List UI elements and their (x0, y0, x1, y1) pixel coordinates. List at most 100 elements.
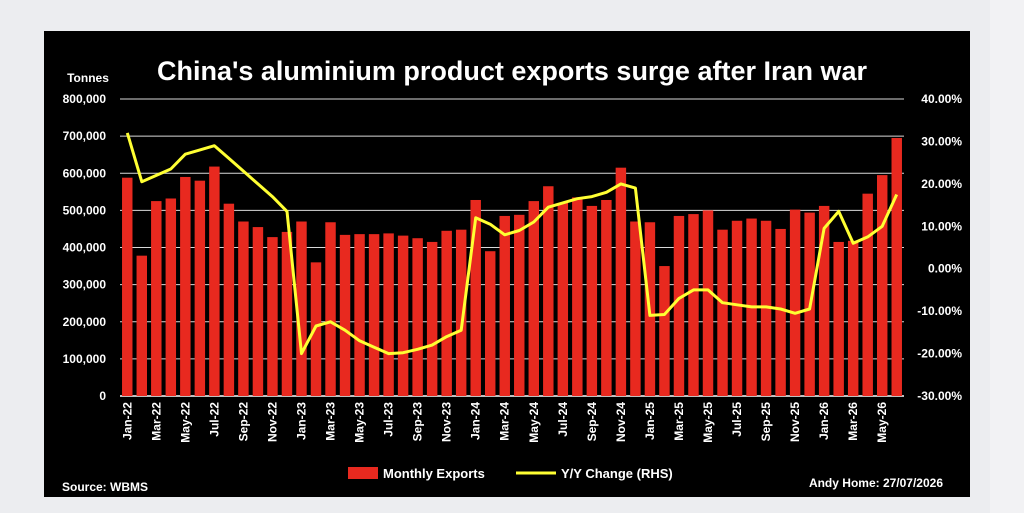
y2-tick-label: 20.00% (921, 177, 962, 191)
x-tick-label: May-22 (178, 402, 192, 443)
bar-28 (528, 201, 540, 396)
bar-29 (543, 186, 554, 396)
x-tick-label: Jul-22 (207, 402, 221, 437)
bar-3 (165, 198, 177, 396)
bar-26 (499, 215, 510, 396)
bar-24 (470, 199, 481, 396)
y2-tick-label: 40.00% (921, 92, 962, 106)
bar-19 (397, 235, 409, 396)
x-tick-label: Jan-23 (294, 402, 308, 440)
x-tick-label: May-24 (527, 402, 541, 443)
y2-tick-label: 30.00% (921, 134, 962, 148)
x-tick-label: Sep-25 (759, 402, 773, 442)
y-tick-label: 400,000 (63, 241, 107, 255)
bar-11 (281, 231, 293, 396)
bar-16 (354, 234, 365, 396)
bar-14 (325, 222, 336, 396)
bar-6 (209, 166, 220, 396)
y-tick-label: 800,000 (63, 92, 107, 106)
x-tick-label: May-26 (875, 402, 889, 443)
x-tick-label: Mar-22 (149, 402, 163, 441)
y-tick-label: 300,000 (63, 278, 107, 292)
bar-23 (455, 229, 467, 396)
legend: Monthly Exports Y/Y Change (RHS) (348, 466, 673, 481)
bar-15 (339, 234, 351, 396)
x-tick-label: Jul-24 (556, 402, 570, 437)
bar-8 (238, 221, 249, 396)
bar-49 (833, 241, 844, 396)
x-tick-label: Nov-25 (788, 402, 802, 442)
y2-tick-label: 0.00% (928, 262, 962, 276)
bar-35 (630, 221, 641, 396)
bar-30 (557, 202, 569, 396)
bar-4 (180, 176, 191, 396)
bar-41 (717, 229, 728, 396)
legend-label-monthly-exports: Monthly Exports (383, 466, 485, 481)
bar-38 (673, 215, 685, 396)
y2-tick-label: -10.00% (917, 304, 962, 318)
bar-10 (267, 237, 278, 396)
bar-53 (891, 137, 902, 396)
window-edge (990, 0, 1024, 513)
bar-32 (586, 205, 598, 396)
x-tick-label: Mar-24 (498, 402, 512, 441)
bar-40 (702, 210, 714, 396)
legend-swatch-monthly-exports (348, 467, 378, 479)
x-tick-label: Jan-25 (643, 402, 657, 440)
line-series-yy-change (125, 132, 899, 356)
x-tick-label: Jul-23 (382, 402, 396, 437)
y2-tick-label: -20.00% (917, 347, 962, 361)
bar-12 (296, 221, 307, 396)
bar-51 (862, 193, 873, 396)
bar-9 (252, 227, 264, 396)
y2-tick-label: -30.00% (917, 389, 962, 403)
bar-37 (659, 266, 670, 396)
bar-series-monthly-exports (122, 137, 902, 396)
bar-21 (426, 241, 438, 396)
x-tick-label: Nov-24 (614, 402, 628, 442)
bar-39 (688, 214, 699, 396)
y-axis-right-ticks: 40.00% 30.00% 20.00% 10.00% 0.00% -10.00% -20.… (917, 92, 962, 403)
x-tick-label: May-25 (701, 402, 715, 443)
bar-5 (194, 180, 206, 396)
bar-34 (615, 167, 627, 396)
y-tick-label: 100,000 (63, 352, 107, 366)
bar-46 (789, 209, 801, 396)
y-tick-label: 700,000 (63, 129, 107, 143)
bar-48 (818, 205, 830, 396)
legend-label-yy-change: Y/Y Change (RHS) (561, 466, 673, 481)
bar-7 (223, 203, 235, 396)
x-tick-label: Mar-23 (324, 402, 338, 441)
bar-20 (412, 238, 423, 396)
x-tick-label: Jan-26 (817, 402, 831, 440)
bar-22 (441, 230, 452, 396)
y-tick-label: 500,000 (63, 203, 107, 217)
y-axis-left-ticks: 800,000 700,000 600,000 500,000 400,000 300,0… (63, 92, 107, 403)
bar-2 (151, 201, 162, 396)
y-axis-label: Tonnes (67, 71, 109, 85)
bar-52 (876, 175, 888, 396)
y-tick-label: 0 (99, 389, 106, 403)
x-tick-label: Jan-22 (120, 402, 134, 440)
x-tick-label: May-23 (353, 402, 367, 443)
x-tick-label: Mar-26 (846, 402, 860, 441)
bar-0 (122, 177, 133, 396)
source-note: Source: WBMS (62, 480, 148, 494)
gridlines (120, 98, 904, 397)
x-tick-label: Nov-23 (440, 402, 454, 442)
bar-42 (731, 220, 743, 396)
bar-18 (383, 233, 394, 396)
chart-title: China's aluminium product exports surge … (157, 56, 868, 86)
bar-27 (514, 214, 525, 396)
x-tick-label: Jan-24 (469, 402, 483, 440)
y2-tick-label: 10.00% (921, 219, 962, 233)
x-tick-label: Sep-23 (411, 402, 425, 442)
bar-50 (847, 240, 859, 396)
bar-17 (368, 234, 380, 396)
bar-33 (601, 199, 612, 396)
bar-1 (136, 255, 148, 396)
author-credit: Andy Home: 27/07/2026 (809, 476, 943, 490)
x-tick-label: Nov-22 (265, 402, 279, 442)
x-tick-label: Sep-22 (236, 402, 250, 442)
